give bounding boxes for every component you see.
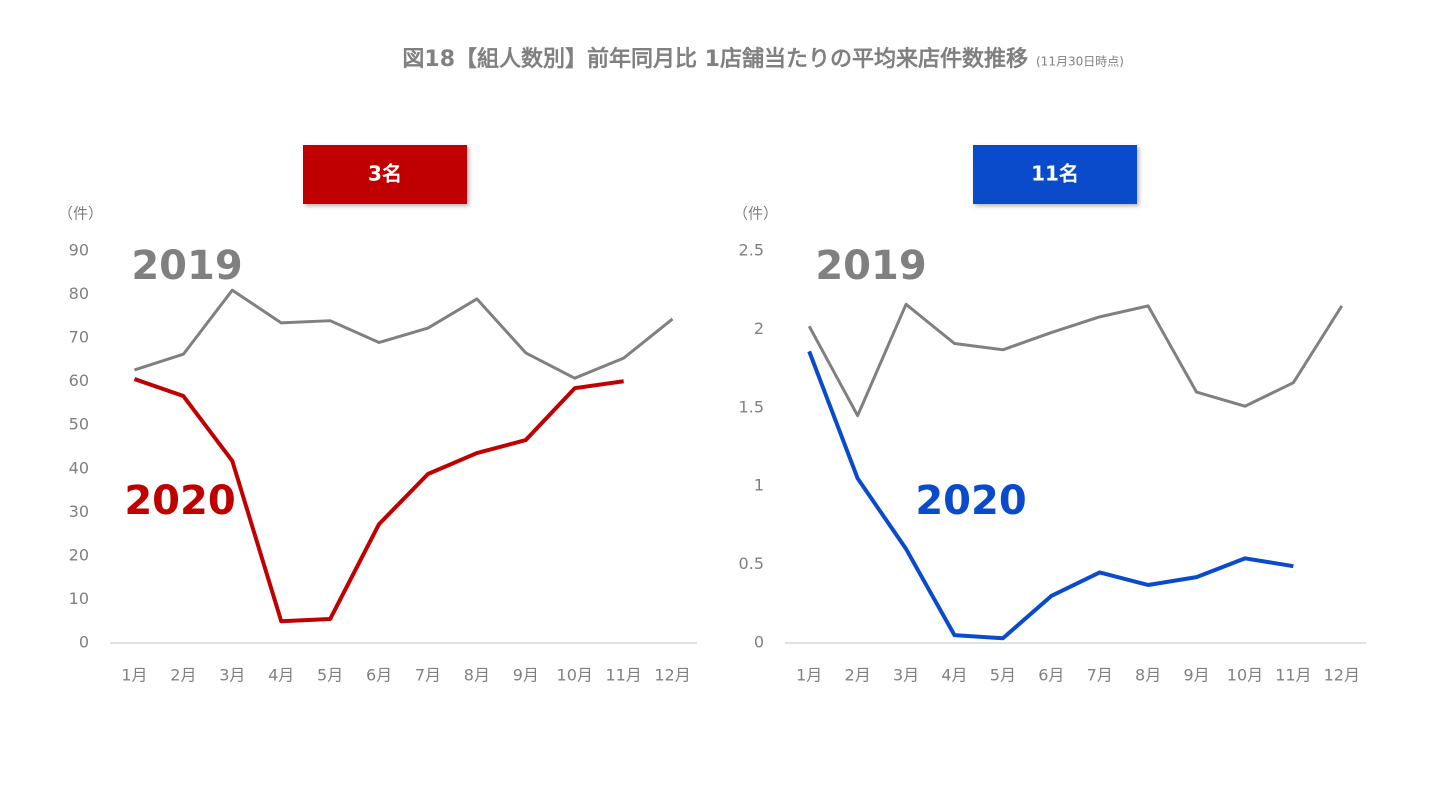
x-tick-label: 8月 bbox=[464, 666, 490, 685]
y-tick-label: 2.5 bbox=[739, 241, 764, 260]
x-tick-label: 1月 bbox=[121, 666, 147, 685]
x-tick-label: 2月 bbox=[845, 666, 871, 685]
y-tick-label: 1.5 bbox=[739, 397, 764, 416]
x-tick-label: 10月 bbox=[557, 666, 593, 685]
x-tick-label: 7月 bbox=[1087, 666, 1113, 685]
y-tick-label: 40 bbox=[69, 458, 89, 477]
x-tick-label: 2月 bbox=[170, 666, 196, 685]
x-tick-label: 4月 bbox=[941, 666, 967, 685]
y-tick-label: 30 bbox=[69, 502, 89, 521]
series-line bbox=[807, 302, 1344, 418]
y-unit: （件） bbox=[733, 205, 778, 223]
series-label: 2020 bbox=[915, 478, 1026, 524]
title-badge bbox=[973, 145, 1137, 204]
series-line bbox=[134, 288, 674, 380]
x-tick-label: 12月 bbox=[1324, 666, 1360, 685]
y-tick-label: 50 bbox=[69, 415, 89, 434]
y-tick-label: 70 bbox=[69, 328, 89, 347]
x-tick-label: 3月 bbox=[219, 666, 245, 685]
x-tick-label: 9月 bbox=[513, 666, 539, 685]
x-tick-label: 12月 bbox=[654, 666, 690, 685]
x-tick-label: 10月 bbox=[1227, 666, 1263, 685]
main-title: 図18【組人数別】前年同月比 1店舗当たりの平均来店件数推移 bbox=[402, 46, 1028, 72]
x-tick-label: 7月 bbox=[415, 666, 441, 685]
series-line bbox=[807, 350, 1294, 641]
subtitle: (11月30日時点) bbox=[1036, 55, 1124, 69]
x-tick-label: 8月 bbox=[1135, 666, 1161, 685]
y-tick-label: 1 bbox=[754, 476, 764, 495]
y-tick-label: 90 bbox=[69, 241, 89, 260]
y-tick-label: 0 bbox=[754, 633, 764, 652]
x-tick-label: 6月 bbox=[1038, 666, 1064, 685]
y-tick-label: 0 bbox=[79, 633, 89, 652]
x-tick-label: 5月 bbox=[317, 666, 343, 685]
series-line bbox=[133, 377, 624, 624]
y-tick-label: 0.5 bbox=[739, 554, 764, 573]
chart-title: 3名 bbox=[368, 162, 402, 186]
x-tick-label: 6月 bbox=[366, 666, 392, 685]
y-tick-label: 20 bbox=[69, 545, 89, 564]
x-tick-label: 3月 bbox=[893, 666, 919, 685]
y-unit: （件） bbox=[58, 205, 103, 223]
series-label: 2019 bbox=[131, 243, 242, 289]
x-tick-label: 4月 bbox=[268, 666, 294, 685]
y-tick-label: 10 bbox=[69, 589, 89, 608]
y-tick-label: 80 bbox=[69, 284, 89, 303]
series-label: 2019 bbox=[815, 243, 926, 289]
y-tick-label: 60 bbox=[69, 371, 89, 390]
series-label: 2020 bbox=[124, 478, 235, 524]
x-tick-label: 11月 bbox=[605, 666, 641, 685]
x-tick-label: 1月 bbox=[796, 666, 822, 685]
chart-title: 11名 bbox=[1031, 162, 1079, 186]
x-tick-label: 5月 bbox=[990, 666, 1016, 685]
x-tick-label: 9月 bbox=[1183, 666, 1209, 685]
x-tick-label: 11月 bbox=[1275, 666, 1311, 685]
title-badge bbox=[303, 145, 467, 204]
y-tick-label: 2 bbox=[754, 319, 764, 338]
